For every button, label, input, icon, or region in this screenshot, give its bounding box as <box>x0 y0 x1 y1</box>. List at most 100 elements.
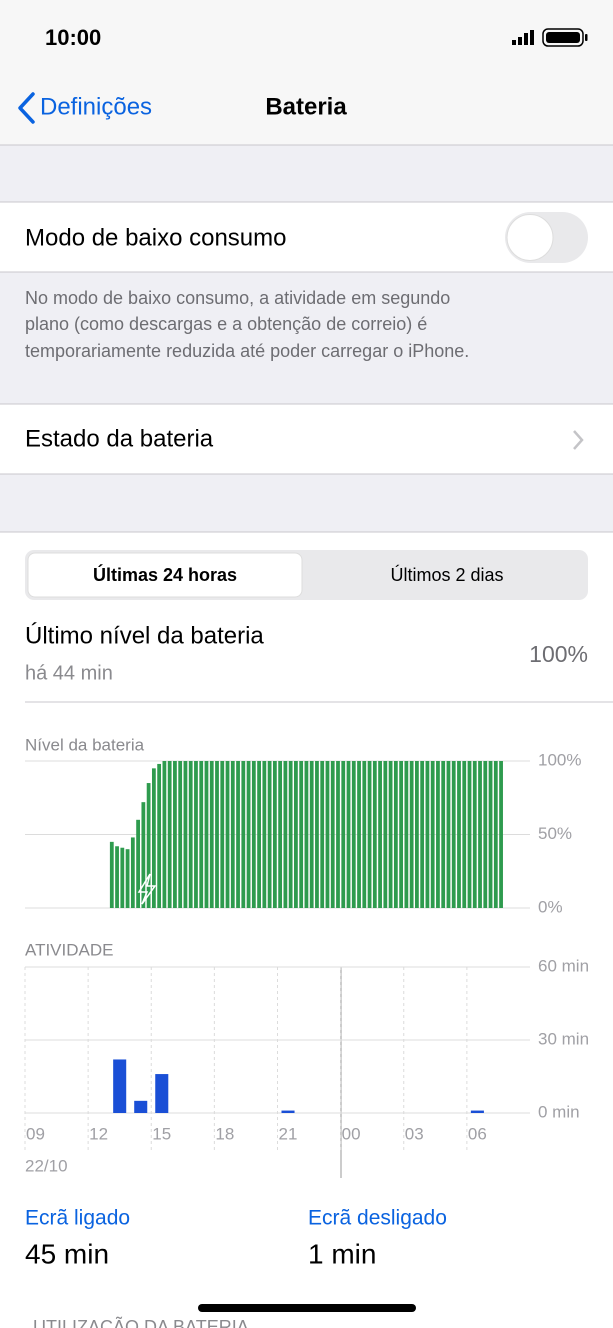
bar <box>425 761 430 908</box>
chart-title: Nível da bateria <box>25 735 145 754</box>
bar <box>267 761 272 908</box>
bar <box>420 761 425 908</box>
bar <box>467 761 472 908</box>
description: plano (como descargas e a obtenção de co… <box>25 314 427 334</box>
level-title: Último nível da bateria <box>25 622 264 649</box>
bar <box>499 761 503 908</box>
separators <box>0 144 613 703</box>
bar <box>157 763 162 908</box>
chevron <box>573 430 584 450</box>
bar <box>378 761 382 908</box>
bar <box>409 761 414 908</box>
stat-label: Ecrã ligado <box>25 1207 130 1230</box>
bar <box>457 761 461 908</box>
charts: 0% 50% 100% 0 min 30 min 60 min 09 12 15 18 21 00 03… <box>24 750 589 1153</box>
charging-icon <box>137 873 157 905</box>
y-tick-label: 0 min <box>538 1102 580 1121</box>
bar <box>415 761 419 908</box>
bar <box>430 761 435 908</box>
back-button[interactable]: Definições <box>40 93 152 120</box>
bar <box>470 1110 484 1113</box>
status-icons <box>512 28 588 47</box>
bar <box>115 846 119 908</box>
bar <box>113 1059 127 1113</box>
bar <box>372 761 377 908</box>
bar <box>134 1100 148 1113</box>
y-tick-label: 100% <box>538 750 581 769</box>
segment[interactable]: Últimas 24 horas <box>93 564 237 585</box>
bar <box>436 761 440 908</box>
bar <box>215 761 219 908</box>
bar <box>362 761 367 908</box>
bar <box>441 761 446 908</box>
stat-label: Ecrã desligado <box>308 1207 447 1230</box>
level-value: 100% <box>529 641 588 667</box>
bar <box>241 761 246 908</box>
bar <box>188 761 193 908</box>
bar <box>194 761 198 908</box>
bar <box>173 761 177 908</box>
description: No modo de baixo consumo, a atividade em… <box>25 288 450 308</box>
bar <box>162 761 167 908</box>
bar <box>393 761 398 908</box>
bar <box>399 761 404 908</box>
bar <box>183 761 188 908</box>
bar <box>246 761 251 908</box>
bar <box>288 761 293 908</box>
y-tick-label: 30 min <box>538 1029 589 1048</box>
stat-value: 45 min <box>25 1238 109 1269</box>
bar <box>462 761 467 908</box>
x-tick-label: 06 <box>468 1124 487 1143</box>
bar <box>204 761 209 908</box>
x-tick-label: 18 <box>215 1124 234 1143</box>
bar <box>272 761 277 908</box>
bar <box>367 761 372 908</box>
segment[interactable]: Últimos 2 dias <box>390 564 503 585</box>
bar <box>346 761 351 908</box>
y-tick-label: 0% <box>538 897 563 916</box>
segment-selected[interactable] <box>27 552 303 598</box>
bar <box>236 761 240 908</box>
bar <box>178 761 183 908</box>
bar <box>262 761 267 908</box>
description: temporariamente reduzida até poder carre… <box>25 341 469 361</box>
bar <box>488 761 493 908</box>
level-subtitle: há 44 min <box>25 662 113 684</box>
bar <box>283 761 288 908</box>
bar <box>320 761 325 908</box>
y-tick-label: 50% <box>538 824 572 843</box>
bar <box>478 761 482 908</box>
x-tick-label: 12 <box>89 1124 108 1143</box>
date-label: 22/10 <box>25 1156 68 1175</box>
x-tick-label: 00 <box>342 1124 361 1143</box>
x-tick-label: 03 <box>405 1124 424 1143</box>
bar <box>278 761 283 908</box>
bar <box>167 761 172 908</box>
bar <box>136 819 140 908</box>
bar <box>109 841 114 908</box>
section-footer: UTILIZAÇÃO DA BATERIA <box>33 1316 249 1328</box>
row-label[interactable]: Estado da bateria <box>25 425 214 452</box>
bar <box>351 761 356 908</box>
bar <box>225 761 230 908</box>
back-chevron[interactable] <box>18 92 35 124</box>
bar <box>304 761 309 908</box>
bar <box>299 761 304 908</box>
row-bg <box>0 404 613 474</box>
bar <box>257 761 261 908</box>
bar <box>341 761 346 908</box>
bar <box>483 761 488 908</box>
bar <box>493 761 498 908</box>
bar <box>125 849 130 908</box>
nav-title: Bateria <box>265 93 347 120</box>
stat-value: 1 min <box>308 1238 376 1269</box>
clock: 10:00 <box>45 25 101 50</box>
bar <box>309 761 314 908</box>
bar <box>325 761 330 908</box>
toggle[interactable] <box>505 212 588 263</box>
chart-title: ATIVIDADE <box>25 940 113 959</box>
bar <box>155 1074 169 1113</box>
bar <box>404 761 409 908</box>
